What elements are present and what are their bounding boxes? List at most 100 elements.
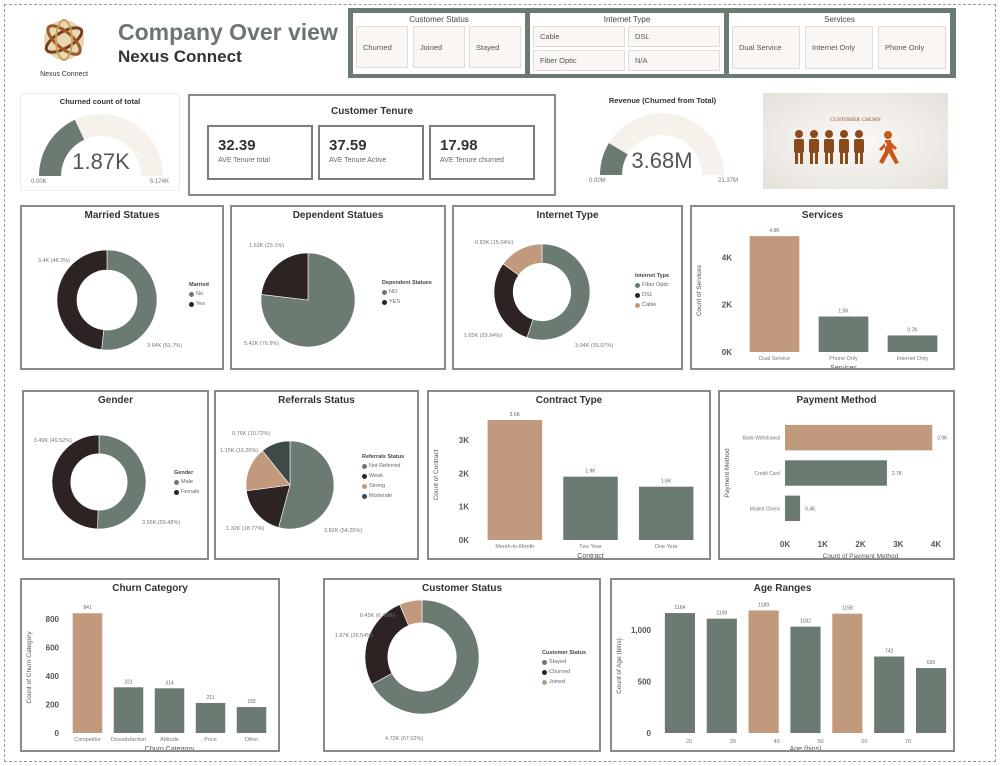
- slice-yes[interactable]: [260, 252, 309, 301]
- legend-item[interactable]: Stayed: [542, 659, 586, 665]
- globe-logo-icon: [44, 19, 84, 61]
- slice-weak[interactable]: [246, 484, 291, 528]
- bar[interactable]: [785, 460, 887, 486]
- gauge-arc: [600, 113, 724, 175]
- bar[interactable]: [785, 424, 933, 451]
- x-tick-label: Competitor: [74, 737, 101, 743]
- legend-marker-icon: [542, 669, 547, 675]
- slicer-option-dsl[interactable]: DSL: [628, 26, 720, 47]
- customer-tenure-panel: Customer Tenure 32.39 AVE Tenure total 37…: [188, 94, 556, 196]
- slice-no[interactable]: [101, 249, 158, 351]
- bar[interactable]: [916, 668, 947, 733]
- legend-item[interactable]: Weak: [362, 473, 404, 479]
- bar[interactable]: [748, 610, 779, 733]
- slice-dsl[interactable]: [493, 263, 534, 338]
- legend-marker-icon: [189, 291, 194, 297]
- x-tick-label: 40: [774, 739, 780, 745]
- bar[interactable]: [818, 316, 869, 352]
- legend-item[interactable]: Cable: [635, 302, 669, 308]
- gauge-min: 0.00M: [589, 178, 606, 184]
- legend-item[interactable]: Strong: [362, 483, 404, 489]
- chart-title: Customer Status: [421, 583, 502, 594]
- slice-not-referred[interactable]: [278, 440, 335, 530]
- bar[interactable]: [72, 613, 103, 733]
- slice-joined[interactable]: [399, 599, 423, 626]
- gauge-max: 5.174K: [149, 179, 169, 185]
- legend-marker-icon: [382, 299, 387, 305]
- slicer-option-internet-only[interactable]: Internet Only: [805, 26, 873, 69]
- bar[interactable]: [874, 656, 905, 733]
- data-label: 0.83K (15.04%): [475, 240, 513, 246]
- legend-label: Joined: [549, 679, 566, 685]
- legend-item[interactable]: NO: [382, 289, 432, 295]
- slice-male[interactable]: [97, 434, 147, 530]
- slice-strong[interactable]: [245, 450, 291, 492]
- chart-canvas: 3.82K (54.25%) 1.32K (18.77%) 1.15K (16.26…: [220, 431, 362, 534]
- legend-item[interactable]: DSL: [635, 292, 669, 298]
- slicer-option-na[interactable]: N/A: [628, 50, 720, 71]
- slicer-option-dual-service[interactable]: Dual Service: [732, 26, 800, 69]
- bar[interactable]: [236, 707, 267, 733]
- legend-item[interactable]: Fiber Optic: [635, 282, 669, 288]
- slicer-option-stayed[interactable]: Stayed: [469, 26, 521, 68]
- legend: Internet Type Fiber Optic DSL Cable: [635, 273, 669, 312]
- legend-item[interactable]: Joined: [542, 679, 586, 685]
- bar[interactable]: [832, 613, 863, 733]
- bar[interactable]: [706, 618, 737, 733]
- y-tick-label: 0: [55, 729, 60, 738]
- bar[interactable]: [638, 486, 694, 540]
- bar[interactable]: [195, 702, 226, 733]
- slice-moderate[interactable]: [262, 440, 291, 486]
- slice-yes[interactable]: [56, 249, 108, 351]
- age-ranges-chart: Age Ranges 0 500 1,000 1164 1109 1189 1032 1158 7…: [610, 578, 955, 752]
- legend-label: Weak: [369, 473, 383, 479]
- services-chart: Services 0K 2K 4K 4.9K Dual Service 1.5K Phone …: [690, 205, 955, 370]
- y-tick-label: 2K: [459, 469, 469, 478]
- chart-canvas: 3.56K (50.48%) 3.49K (49.52%): [34, 434, 180, 530]
- bar[interactable]: [887, 335, 938, 352]
- legend-item[interactable]: YES: [382, 299, 432, 305]
- bar[interactable]: [154, 688, 185, 733]
- chart-canvas: 0 200 400 600 800 841 Competitor 321 Dissatisfac…: [26, 605, 267, 750]
- slice-female[interactable]: [51, 434, 100, 530]
- contract-type-chart: Contract Type 0K 1K 2K 3K 3.6K Month-to-Month 1…: [427, 390, 711, 560]
- x-tick-label: 60: [861, 739, 867, 745]
- data-label: 5.42K (76.9%): [244, 341, 279, 347]
- kpi-value: 17.98: [440, 137, 478, 154]
- bar[interactable]: [563, 476, 618, 540]
- slicer-option-cable[interactable]: Cable: [533, 26, 625, 47]
- bar[interactable]: [113, 687, 144, 733]
- bar[interactable]: [664, 613, 695, 733]
- y-tick-label: 4K: [722, 253, 732, 262]
- y-tick-label: 500: [638, 677, 652, 686]
- bar[interactable]: [785, 495, 801, 522]
- data-label: 0.45K (6.45%): [360, 613, 395, 619]
- slicer-option-phone-only[interactable]: Phone Only: [878, 26, 946, 69]
- chart-title: Age Ranges: [753, 583, 812, 594]
- legend-item[interactable]: Not Referred: [362, 463, 404, 469]
- gauge-value: 3.68M: [631, 148, 693, 173]
- bar-value-label: 321: [124, 679, 133, 685]
- dashboard-frame: [4, 4, 996, 762]
- slicer-option-churned[interactable]: Churned: [356, 26, 408, 68]
- legend-item[interactable]: Yes: [189, 301, 209, 307]
- legend-item[interactable]: No: [189, 291, 209, 297]
- legend-item[interactable]: Female: [174, 489, 199, 495]
- bar[interactable]: [749, 236, 800, 352]
- bar[interactable]: [790, 626, 821, 733]
- chart-title: Dependent Statues: [292, 210, 384, 221]
- slicer-option-joined[interactable]: Joined: [413, 26, 465, 68]
- x-axis-title: Age (bins): [790, 746, 822, 750]
- slice-fiber-optic[interactable]: [526, 243, 591, 341]
- legend-item[interactable]: Male: [174, 479, 199, 485]
- legend-item[interactable]: Moderate: [362, 493, 404, 499]
- slicer-option-fiber-optic[interactable]: Fiber Optic: [533, 50, 625, 71]
- x-tick-label: Attitude: [160, 737, 179, 743]
- slice-stayed[interactable]: [371, 599, 480, 715]
- bar[interactable]: [487, 420, 543, 540]
- bar-value-label: 3.6K: [510, 412, 521, 418]
- slice-cable[interactable]: [502, 243, 543, 276]
- chart-title: Referrals Status: [278, 395, 355, 406]
- legend-item[interactable]: Churned: [542, 669, 586, 675]
- gauge-max: 21.37M: [717, 178, 738, 184]
